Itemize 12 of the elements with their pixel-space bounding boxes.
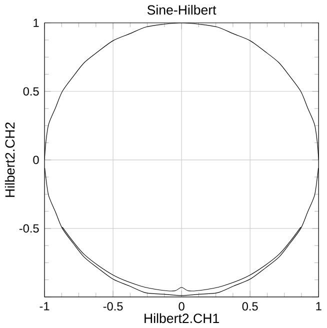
x-tick-label: 0 (178, 302, 184, 311)
x-tick-label: 0.5 (242, 302, 258, 311)
y-tick-label: 1 (34, 18, 39, 27)
y-axis-title: Hilbert2.CH2 (5, 122, 15, 197)
x-axis-title: Hilbert2.CH1 (144, 313, 220, 324)
y-tick-label: 0.5 (23, 87, 39, 96)
x-tick-label: -1 (40, 302, 50, 310)
x-tick-label: -0.5 (103, 302, 123, 311)
y-tick-label: 0 (33, 156, 39, 164)
y-tick-label: -0.5 (20, 224, 39, 233)
chart-title: Sine-Hilbert (148, 4, 216, 15)
x-tick-label: 1 (316, 302, 322, 310)
